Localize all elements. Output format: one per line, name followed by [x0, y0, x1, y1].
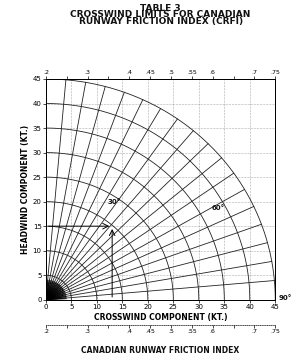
Text: CROSSWIND LIMITS FOR CANADIAN: CROSSWIND LIMITS FOR CANADIAN — [70, 10, 251, 19]
Y-axis label: HEADWIND COMPONENT (KT.): HEADWIND COMPONENT (KT.) — [21, 125, 30, 254]
Text: CANADIAN RUNWAY FRICTION INDEX: CANADIAN RUNWAY FRICTION INDEX — [81, 346, 240, 355]
X-axis label: CROSSWIND COMPONENT (KT.): CROSSWIND COMPONENT (KT.) — [94, 313, 227, 322]
Text: 60°: 60° — [212, 205, 225, 211]
Text: 30°: 30° — [107, 199, 120, 205]
Text: TABLE 3: TABLE 3 — [140, 4, 181, 13]
Text: RUNWAY FRICTION INDEX (CRFI): RUNWAY FRICTION INDEX (CRFI) — [78, 17, 243, 25]
Text: 90°: 90° — [278, 295, 292, 301]
